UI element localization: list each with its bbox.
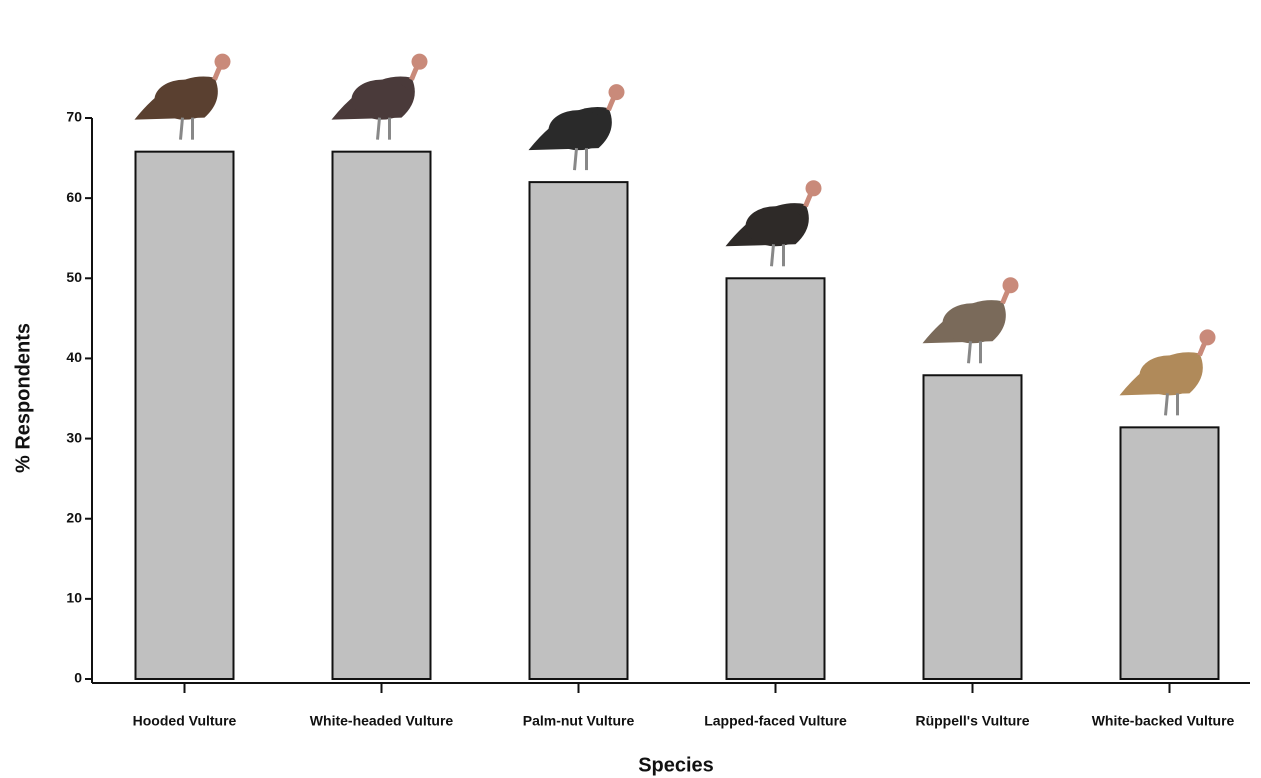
y-axis-title: % Respondents — [12, 323, 34, 473]
y-tick-label: 0 — [74, 670, 82, 686]
x-tick-label: White-headed Vulture — [310, 713, 454, 729]
bird-part — [351, 79, 412, 120]
bird-part — [942, 303, 1003, 344]
x-tick-label: Rüppell's Vulture — [915, 713, 1029, 729]
bird-part — [606, 94, 617, 112]
bar — [134, 150, 235, 681]
y-tick-label: 70 — [66, 109, 82, 125]
bird-part — [967, 341, 972, 364]
x-tick-label: Palm-nut Vulture — [523, 713, 635, 729]
y-tick-label: 40 — [66, 349, 82, 365]
x-tick-label: Lapped-faced Vulture — [704, 713, 847, 729]
bar — [528, 181, 629, 680]
bar — [1119, 426, 1220, 681]
y-tick-label: 60 — [66, 189, 82, 205]
bird-illustration — [134, 53, 231, 140]
y-tick-label: 20 — [66, 509, 82, 525]
bird-illustration — [922, 277, 1019, 364]
bird-part — [214, 53, 231, 70]
bird-part — [805, 180, 822, 197]
y-tick-label: 10 — [66, 590, 82, 606]
x-tick-label: Hooded Vulture — [133, 713, 237, 729]
bird-part — [1199, 329, 1216, 346]
y-tick-label: 30 — [66, 429, 82, 445]
bar — [331, 150, 432, 681]
bar — [922, 374, 1023, 680]
y-tick-label: 50 — [66, 269, 82, 285]
bird-part — [1139, 355, 1200, 396]
x-tick-label: White-backed Vulture — [1092, 713, 1235, 729]
bird-part — [548, 110, 609, 151]
bird-part — [745, 206, 806, 247]
bird-illustration — [725, 180, 822, 267]
bird-part — [1164, 393, 1169, 416]
bird-part — [1002, 277, 1019, 294]
bar — [725, 277, 826, 680]
bird-part — [212, 64, 223, 81]
bird-illustration — [528, 84, 625, 171]
bird-part — [409, 64, 420, 81]
bird-part — [1000, 288, 1011, 305]
x-axis-title: Species — [638, 754, 714, 776]
bird-part — [803, 191, 814, 208]
bird-part — [154, 79, 215, 120]
bird-part — [179, 117, 184, 140]
bird-part — [770, 244, 775, 267]
bird-part — [1197, 340, 1208, 357]
bird-part — [573, 147, 578, 171]
bird-illustration — [1119, 329, 1216, 416]
bird-part — [411, 53, 428, 70]
bird-illustration — [331, 53, 428, 140]
bird-part — [608, 84, 625, 101]
bird-part — [376, 117, 381, 140]
